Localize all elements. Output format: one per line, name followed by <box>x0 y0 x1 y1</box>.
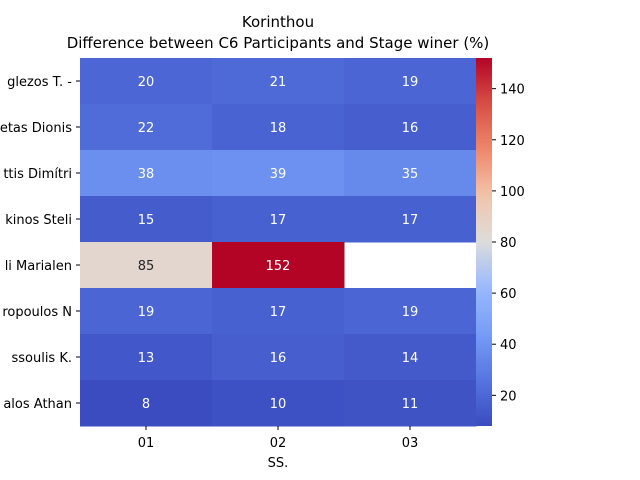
heatmap-cell <box>212 242 345 289</box>
heatmap-cell <box>80 58 213 105</box>
heatmap-cell <box>212 104 345 151</box>
colorbar-tick-label: 40 <box>500 338 517 353</box>
y-tick-label: ropoulos N <box>2 305 72 320</box>
y-tick-label: kinos Steli <box>5 213 72 228</box>
cell-value-label: 14 <box>402 351 419 366</box>
chart-subtitle: Difference between C6 Participants and S… <box>67 34 490 52</box>
colorbar-tick-label: 100 <box>500 185 525 200</box>
colorbar-ticks: 20 40 60 80 100 120 140 <box>492 83 525 404</box>
y-tick-label: alos Athan <box>3 397 72 412</box>
cell-value-label: 17 <box>270 305 287 320</box>
heatmap-cell <box>80 288 213 335</box>
heatmap-cell <box>344 58 477 105</box>
cell-value-label: 13 <box>138 351 155 366</box>
heatmap-cell <box>212 58 345 105</box>
cell-value-label: 11 <box>402 397 419 412</box>
cell-value-label: 17 <box>270 213 287 228</box>
heatmap-cell <box>80 334 213 381</box>
x-tick-label: 03 <box>402 436 419 451</box>
cell-value-label: 35 <box>402 167 419 182</box>
cell-value-label: 15 <box>138 213 155 228</box>
cell-value-label: 38 <box>138 167 155 182</box>
cell-value-label: 39 <box>270 167 287 182</box>
cell-value-label: 16 <box>270 351 287 366</box>
heatmap-cell <box>80 380 213 427</box>
cell-value-label: 20 <box>138 75 155 90</box>
colorbar-tick-label: 140 <box>500 83 525 98</box>
y-tick-label: li Marialen <box>5 259 72 274</box>
cell-value-label: 152 <box>266 259 291 274</box>
x-tick-label: 01 <box>138 436 155 451</box>
heatmap-cell <box>212 334 345 381</box>
colorbar <box>476 58 492 426</box>
y-tick-label: etas Dionis <box>0 121 72 136</box>
y-axis: glezos T. - etas Dionis ttis Dimítri kinos … <box>0 75 80 412</box>
cell-value-label: 10 <box>270 397 287 412</box>
colorbar-tick-label: 120 <box>500 134 525 149</box>
cell-value-label: 21 <box>270 75 287 90</box>
x-axis: 01 02 03 <box>138 426 419 451</box>
heatmap-cell <box>344 380 477 427</box>
cell-value-label: 19 <box>402 305 419 320</box>
heatmap-cell <box>212 150 345 197</box>
heatmap-cells: 20 21 19 22 18 16 38 39 35 15 17 17 85 152 19 17 19 13 16 1… <box>80 58 477 427</box>
colorbar-tick-label: 20 <box>500 389 517 404</box>
x-axis-label: SS. <box>268 456 289 471</box>
cell-value-label: 8 <box>142 397 150 412</box>
heatmap-cell <box>344 196 477 243</box>
colorbar-tick-label: 60 <box>500 287 517 302</box>
y-tick-label: glezos T. - <box>7 75 72 90</box>
chart-title: Korinthou <box>242 13 314 31</box>
heatmap-cell <box>344 334 477 381</box>
heatmap-cell <box>80 150 213 197</box>
heatmap-cell <box>212 380 345 427</box>
y-tick-label: ttis Dimítri <box>3 167 72 182</box>
heatmap-cell <box>212 288 345 335</box>
y-tick-label: ssoulis K. <box>11 351 72 366</box>
cell-value-label: 18 <box>270 121 287 136</box>
cell-value-label: 17 <box>402 213 419 228</box>
cell-value-label: 85 <box>138 259 155 274</box>
cell-value-label: 22 <box>138 121 155 136</box>
x-tick-label: 02 <box>270 436 287 451</box>
heatmap-cell <box>344 104 477 151</box>
cell-value-label: 19 <box>402 75 419 90</box>
heatmap-cell <box>212 196 345 243</box>
colorbar-tick-label: 80 <box>500 236 517 251</box>
heatmap-cell <box>344 288 477 335</box>
heatmap-cell <box>344 150 477 197</box>
heatmap-cell <box>80 196 213 243</box>
cell-value-label: 16 <box>402 121 419 136</box>
heatmap-cell <box>80 104 213 151</box>
heatmap-cell <box>80 242 213 289</box>
cell-value-label: 19 <box>138 305 155 320</box>
